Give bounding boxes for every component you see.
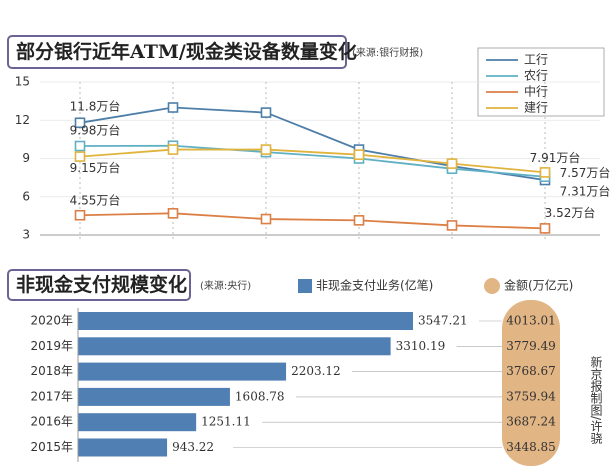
data-label: 4.55万台: [70, 193, 121, 208]
series-line: [79, 144, 546, 178]
data-label: 943.22: [172, 440, 214, 454]
marker: [446, 158, 458, 169]
legend-label: 中行: [524, 84, 548, 99]
data-label: 2203.12: [291, 364, 341, 378]
bar: [78, 387, 230, 406]
marker: [353, 215, 365, 226]
y-tick-label: 9: [22, 151, 30, 165]
marker: [260, 144, 272, 155]
series-line: [79, 212, 546, 230]
data-label: 11.8万台: [70, 98, 121, 113]
source: (来源:银行财报): [352, 46, 423, 59]
data-label: 7.91万台: [530, 150, 581, 165]
title-box: [7, 35, 347, 69]
legend-label: 建行: [524, 101, 548, 115]
legend-label: 工行: [524, 53, 548, 67]
y-tick-label: 2018年: [30, 364, 73, 378]
y-tick-label: 2016年: [30, 415, 73, 429]
source: (来源:央行): [200, 279, 251, 292]
marker: [539, 223, 551, 234]
legend-swatch: [298, 279, 312, 293]
bar: [78, 312, 413, 330]
series-line: [79, 148, 546, 174]
credit: 新京报制图/许骁: [589, 355, 603, 445]
data-label: 9.15万台: [70, 160, 121, 175]
series-line: [79, 106, 546, 181]
title-box: [7, 269, 191, 301]
chart-title: 部分银行近年ATM/现金类设备数量变化: [16, 40, 357, 63]
data-label: 9.98万台: [70, 123, 121, 138]
data-label: 7.57万台: [560, 165, 611, 180]
chart-title: 非现金支付规模变化: [16, 273, 187, 296]
bar: [78, 362, 287, 381]
amount-label: 3448.85: [506, 440, 556, 454]
y-tick-label: 6: [22, 189, 30, 203]
bar: [78, 413, 197, 432]
bar: [78, 337, 391, 356]
marker: [74, 151, 86, 162]
marker: [167, 208, 179, 219]
y-tick-label: 3: [22, 228, 30, 242]
marker: [539, 167, 551, 178]
legend-label: 金额(万亿元): [504, 278, 573, 293]
y-tick-label: 15: [15, 75, 30, 89]
y-tick-label: 2017年: [30, 389, 73, 403]
data-label: 1251.11: [201, 415, 251, 429]
marker: [74, 117, 86, 129]
marker: [167, 144, 179, 155]
marker: [353, 149, 365, 160]
marker: [260, 213, 272, 225]
y-tick-label: 2019年: [30, 339, 73, 353]
amount-label: 4013.01: [506, 314, 556, 328]
bar: [78, 438, 168, 457]
y-tick-label: 2020年: [30, 314, 73, 328]
marker: [167, 102, 179, 113]
data-label: 1608.78: [235, 389, 285, 403]
data-label: 3310.19: [396, 339, 446, 353]
data-label: 3547.21: [418, 314, 468, 328]
legend-label: 农行: [524, 69, 548, 83]
y-tick-label: 12: [15, 113, 30, 127]
data-label: 3.52万台: [545, 205, 596, 220]
marker: [260, 107, 272, 118]
amount-label: 3759.94: [506, 389, 556, 403]
data-label: 7.31万台: [560, 184, 611, 199]
marker: [74, 140, 86, 152]
y-tick-label: 2015年: [30, 440, 73, 454]
marker: [74, 209, 86, 221]
amount-column: [502, 300, 560, 466]
marker: [446, 220, 458, 231]
legend-label: 非现金支付业务(亿笔): [316, 278, 433, 293]
amount-label: 3768.67: [506, 364, 556, 378]
amount-label: 3687.24: [506, 415, 556, 429]
amount-label: 3779.49: [506, 339, 556, 353]
legend-swatch: [484, 278, 500, 294]
